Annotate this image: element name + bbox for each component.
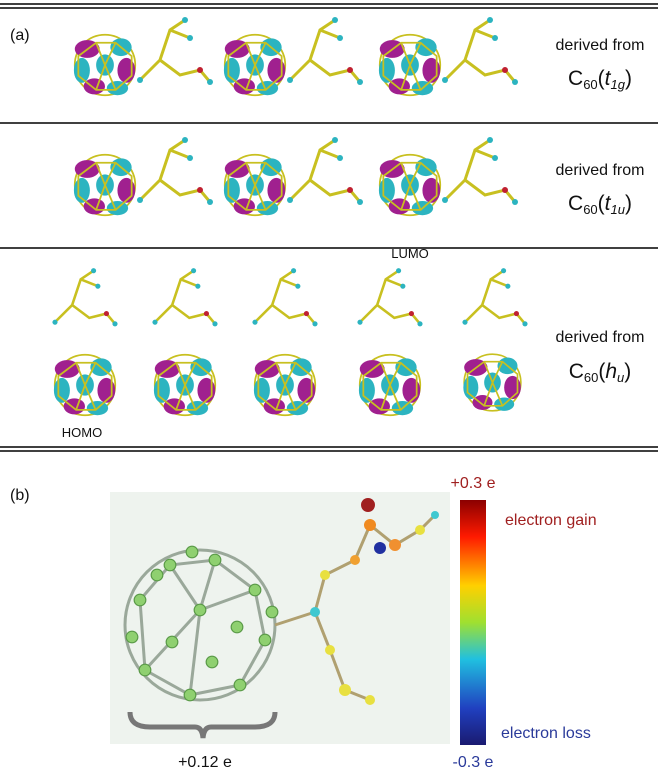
colorbar-bottom-label: -0.3 e: [453, 754, 494, 771]
colorbar: [460, 500, 486, 745]
base: C: [568, 67, 583, 90]
orbital-images: [52, 17, 527, 415]
species: C60(hu): [569, 360, 632, 385]
paren: (: [598, 192, 605, 215]
symmetry-subscript: 1u: [611, 202, 625, 217]
caption: derived from: [556, 162, 645, 179]
species: C60(t1g): [568, 67, 632, 92]
subscript: 60: [584, 370, 598, 385]
figure: (a) derived from C60(t1g) derived from C…: [0, 0, 658, 773]
orbital-label: LUMO: [391, 246, 429, 261]
fullerene-charge: +0.12 e: [178, 754, 232, 771]
paren: ): [625, 67, 632, 90]
panel-label: (b): [10, 487, 30, 504]
orbital-label: HOMO: [62, 425, 102, 440]
colorbar-top-label: +0.3 e: [451, 475, 496, 492]
paren: ): [625, 192, 632, 215]
symmetry-subscript: 1g: [611, 77, 626, 92]
paren: (: [598, 67, 605, 90]
symmetry-subscript: u: [617, 370, 624, 385]
subscript: 60: [583, 202, 597, 217]
caption: derived from: [556, 37, 645, 54]
symmetry: h: [605, 360, 617, 383]
charge-map: [110, 492, 450, 744]
panel-label: (a): [10, 27, 30, 44]
base: C: [569, 360, 584, 383]
paren: (: [598, 360, 605, 383]
colorbar-caption: electron loss: [501, 725, 591, 742]
row-1-caption: derived from C60(t1g): [556, 37, 645, 92]
base: C: [568, 192, 583, 215]
caption: derived from: [556, 329, 645, 346]
row-3-caption: derived from C60(hu) HOMO: [62, 329, 645, 440]
species: C60(t1u): [568, 192, 632, 217]
colorbar-caption: electron gain: [505, 512, 597, 529]
paren: ): [624, 360, 631, 383]
subscript: 60: [583, 77, 597, 92]
